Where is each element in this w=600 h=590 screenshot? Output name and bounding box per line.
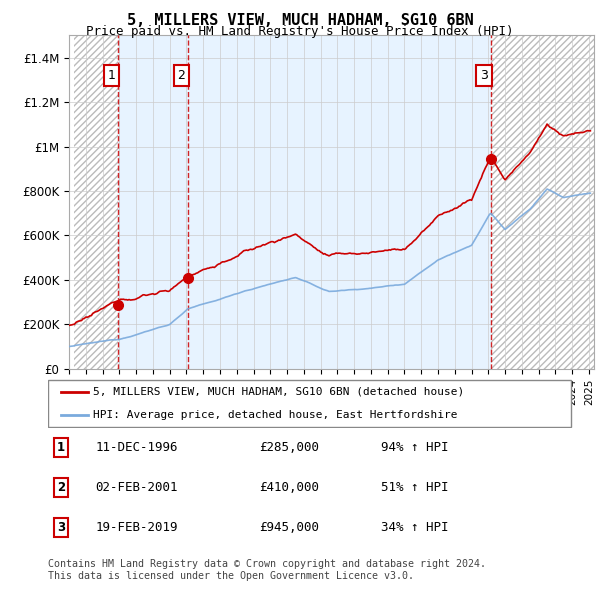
Bar — [118, 35, 188, 369]
Bar — [69, 35, 594, 369]
Bar — [74, 35, 118, 369]
Text: HPI: Average price, detached house, East Hertfordshire: HPI: Average price, detached house, East… — [93, 410, 457, 420]
Text: £410,000: £410,000 — [259, 481, 319, 494]
Text: Price paid vs. HM Land Registry's House Price Index (HPI): Price paid vs. HM Land Registry's House … — [86, 25, 514, 38]
Text: 2: 2 — [178, 69, 185, 82]
Text: 3: 3 — [57, 521, 65, 534]
Text: 19-FEB-2019: 19-FEB-2019 — [95, 521, 178, 534]
Text: 3: 3 — [480, 69, 488, 82]
Text: £285,000: £285,000 — [259, 441, 319, 454]
Text: 11-DEC-1996: 11-DEC-1996 — [95, 441, 178, 454]
Text: £945,000: £945,000 — [259, 521, 319, 534]
Text: 1: 1 — [57, 441, 65, 454]
Text: 34% ↑ HPI: 34% ↑ HPI — [380, 521, 448, 534]
Bar — [188, 35, 491, 369]
Text: Contains HM Land Registry data © Crown copyright and database right 2024.: Contains HM Land Registry data © Crown c… — [48, 559, 486, 569]
Text: 5, MILLERS VIEW, MUCH HADHAM, SG10 6BN (detached house): 5, MILLERS VIEW, MUCH HADHAM, SG10 6BN (… — [93, 387, 464, 397]
Text: 02-FEB-2001: 02-FEB-2001 — [95, 481, 178, 494]
Text: 5, MILLERS VIEW, MUCH HADHAM, SG10 6BN: 5, MILLERS VIEW, MUCH HADHAM, SG10 6BN — [127, 13, 473, 28]
Bar — [491, 35, 594, 369]
Text: 2: 2 — [57, 481, 65, 494]
Text: 51% ↑ HPI: 51% ↑ HPI — [380, 481, 448, 494]
Text: This data is licensed under the Open Government Licence v3.0.: This data is licensed under the Open Gov… — [48, 571, 414, 581]
Text: 94% ↑ HPI: 94% ↑ HPI — [380, 441, 448, 454]
Text: 1: 1 — [107, 69, 115, 82]
